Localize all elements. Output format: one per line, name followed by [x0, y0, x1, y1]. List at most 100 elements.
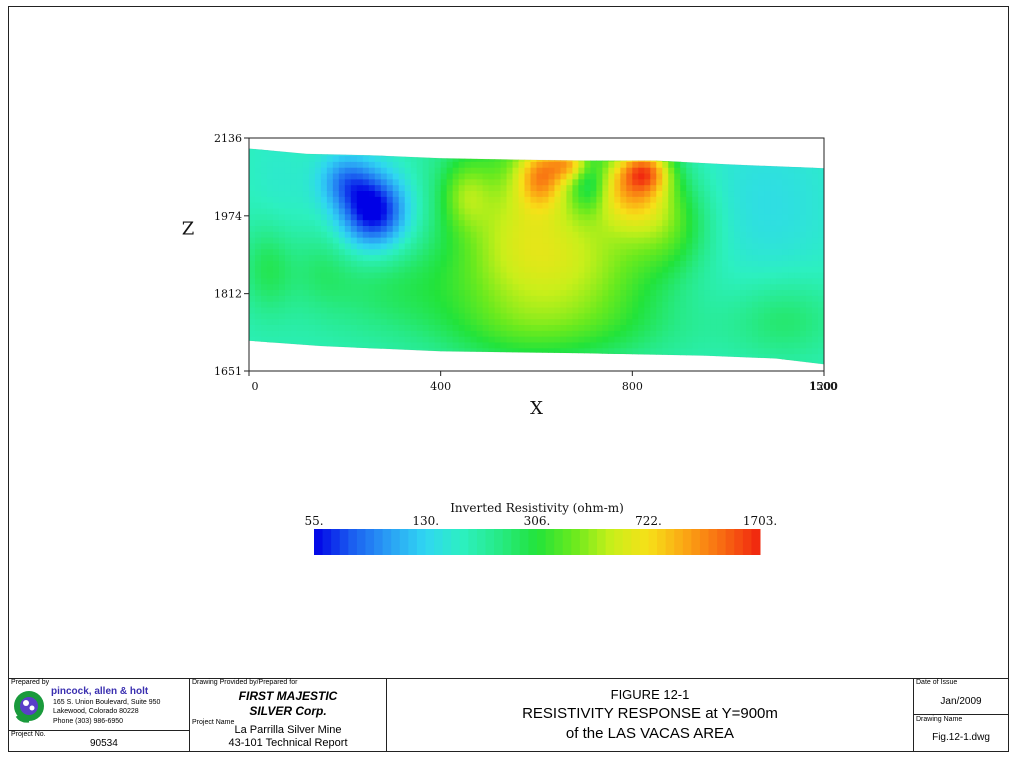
heatmap-cell: [458, 172, 466, 180]
heatmap-cell: [578, 184, 586, 192]
heatmap-cell: [758, 184, 765, 192]
heatmap-cell: [410, 213, 418, 221]
heatmap-cell: [302, 207, 310, 215]
heatmap-cell: [416, 148, 424, 151]
heatmap-cell: [680, 178, 687, 186]
heatmap-cell: [314, 184, 322, 192]
heatmap-cell: [782, 138, 789, 144]
heatmap-cell: [728, 155, 735, 162]
heatmap-cell: [626, 148, 633, 151]
heatmap-cell: [458, 190, 466, 197]
heatmap-cell: [602, 283, 609, 291]
heatmap-cell: [626, 242, 633, 250]
heatmap-cell: [452, 301, 460, 308]
heatmap-cell: [572, 219, 580, 226]
heatmap-cell: [692, 324, 699, 331]
heatmap-cell: [422, 324, 430, 331]
heatmap-cell: [536, 231, 544, 238]
heatmap-cell: [728, 324, 735, 331]
heatmap-cell: [464, 148, 472, 151]
heatmap-cell: [266, 277, 274, 285]
heatmap-cell: [260, 248, 268, 256]
heatmap-cell: [818, 324, 824, 331]
heatmap-cell: [260, 202, 268, 209]
heatmap-cell: [476, 353, 484, 360]
heatmap-cell: [290, 301, 298, 308]
heatmap-cell: [734, 266, 741, 273]
heatmap-cell: [818, 318, 824, 325]
heatmap-cell: [344, 324, 352, 331]
heatmap-cell: [464, 196, 472, 203]
heatmap-cell: [494, 155, 502, 162]
heatmap-cell: [446, 359, 454, 365]
heatmap-cell: [434, 149, 442, 157]
heatmap-cell: [788, 353, 795, 360]
heatmap-cell: [566, 324, 574, 331]
heatmap-cell: [560, 330, 568, 337]
heatmap-cell: [284, 359, 292, 365]
heatmap-cell: [368, 237, 376, 244]
heatmap-cell: [260, 318, 268, 325]
colorbar-label: 130.: [412, 514, 439, 528]
heatmap-cell: [626, 219, 633, 226]
heatmap-cell: [332, 167, 340, 174]
heatmap-cell: [746, 353, 753, 360]
heatmap-cell: [536, 260, 544, 267]
heatmap-cell: [422, 289, 430, 296]
drawing-provided-label: Drawing Provided by/Prepared for: [192, 679, 298, 686]
heatmap-cell: [776, 271, 783, 279]
heatmap-cell: [452, 266, 460, 273]
heatmap-cell: [638, 295, 645, 302]
heatmap-cell: [357, 138, 364, 144]
heatmap-cell: [470, 178, 478, 186]
heatmap-cell: [542, 289, 550, 296]
heatmap-cell: [602, 219, 609, 226]
heatmap-cell: [614, 161, 621, 168]
heatmap-cell: [284, 341, 292, 349]
heatmap-cell: [249, 266, 256, 273]
heatmap-cell: [344, 254, 352, 261]
heatmap-cell: [392, 202, 400, 209]
heatmap-cell: [368, 207, 376, 215]
heatmap-cell: [278, 266, 286, 273]
heatmap-cell: [506, 324, 514, 331]
heatmap-cell: [542, 172, 550, 180]
heatmap-cell: [374, 277, 382, 285]
heatmap-cell: [806, 172, 813, 180]
heatmap-cell: [428, 248, 436, 256]
colorbar-segment: [494, 529, 504, 555]
heatmap-cell: [422, 301, 430, 308]
heatmap-cell: [740, 353, 747, 360]
heatmap-cell: [782, 318, 789, 325]
heatmap-cell: [554, 190, 562, 197]
heatmap-cell: [680, 277, 687, 285]
heatmap-cell: [398, 190, 406, 197]
heatmap-cell: [650, 295, 657, 302]
heatmap-cell: [716, 167, 723, 174]
heatmap-cell: [338, 178, 346, 186]
heatmap-cell: [416, 260, 424, 267]
heatmap-cell: [470, 283, 478, 291]
heatmap-cell: [620, 213, 627, 221]
heatmap-cell: [632, 318, 639, 325]
heatmap-cell: [506, 161, 514, 168]
heatmap-cell: [740, 148, 747, 151]
heatmap-cell: [500, 202, 508, 209]
heatmap-cell: [272, 231, 280, 238]
x-tick-label: 400: [430, 380, 451, 393]
heatmap-cell: [531, 138, 538, 144]
heatmap-cell: [668, 149, 675, 157]
heatmap-cell: [404, 324, 412, 331]
heatmap-cell: [560, 248, 568, 256]
heatmap-cell: [518, 277, 526, 285]
heatmap-cell: [596, 196, 603, 203]
heatmap-cell: [266, 306, 274, 314]
heatmap-cell: [296, 266, 304, 273]
heatmap-cell: [500, 289, 508, 296]
heatmap-cell: [548, 172, 556, 180]
heatmap-cell: [608, 336, 615, 343]
heatmap-cell: [752, 254, 759, 261]
heatmap-cell: [692, 318, 699, 325]
heatmap-cell: [602, 260, 609, 267]
heatmap-cell: [500, 330, 508, 337]
